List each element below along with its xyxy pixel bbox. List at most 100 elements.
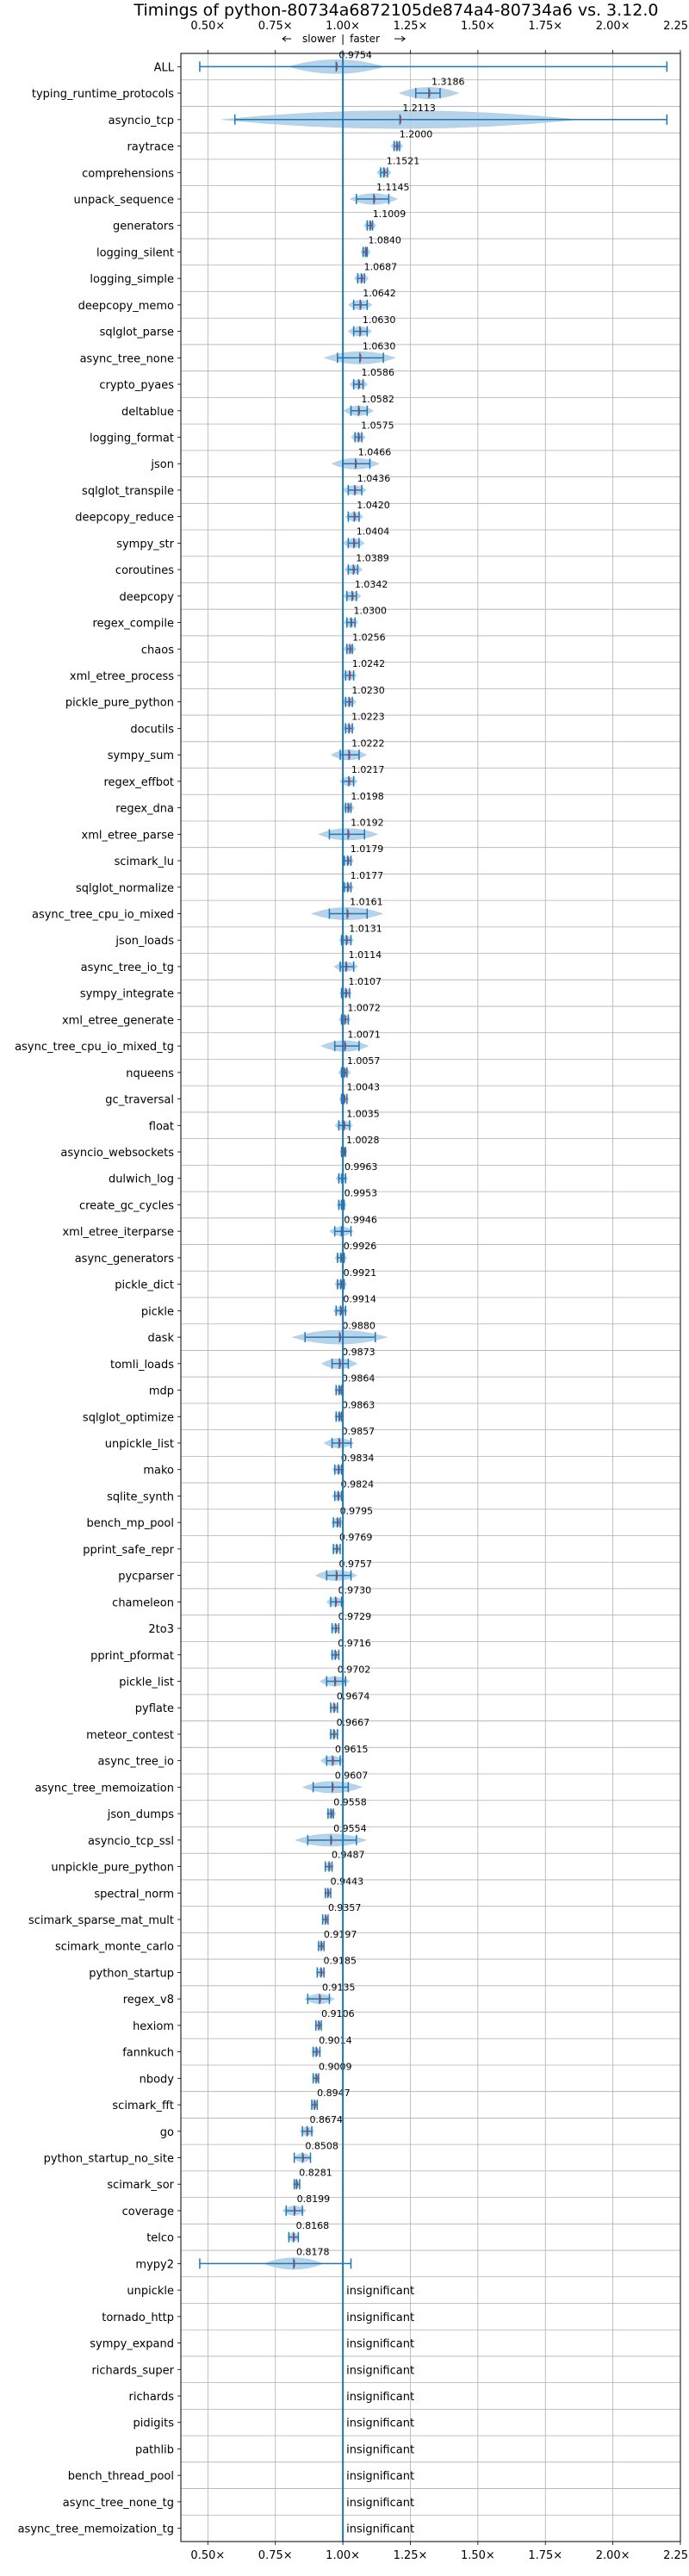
benchmark-row: pprint_pformat 0.9716: [90, 1638, 371, 1663]
benchmark-row: deltablue 1.0582: [121, 394, 394, 419]
benchmark-label: go: [160, 2126, 174, 2139]
benchmark-label: float: [149, 1120, 174, 1133]
value-label: 1.0575: [361, 420, 394, 432]
benchmark-label: pickle_dict: [115, 1279, 174, 1292]
benchmark-row: logging_simple 1.0687: [90, 261, 397, 286]
x-tick-label-top: 1.75×: [528, 20, 562, 33]
benchmark-label: sqlglot_optimize: [83, 1411, 174, 1424]
benchmark-label: spectral_norm: [94, 1888, 174, 1901]
benchmark-label: sympy_sum: [108, 750, 174, 762]
benchmark-row: unpack_sequence 1.1145: [73, 182, 409, 207]
benchmark-label: asyncio_websockets: [60, 1147, 174, 1160]
benchmark-label: async_tree_io_tg: [81, 961, 174, 974]
benchmark-row: mdp 0.9864: [149, 1373, 376, 1398]
slower-annotation: slower: [302, 33, 336, 45]
benchmark-row: unpickle_pure_python 0.9487: [51, 1850, 364, 1875]
grid-layer: [181, 53, 681, 2542]
benchmark-label: asyncio_tcp_ssl: [88, 1835, 174, 1848]
value-label: 1.0223: [351, 712, 385, 723]
benchmark-row: mako 0.9834: [143, 1453, 374, 1478]
benchmark-label: pycparser: [118, 1571, 174, 1584]
benchmark-label: regex_dna: [115, 803, 174, 816]
value-label: 0.9554: [333, 1823, 367, 1834]
faster-annotation: faster: [350, 33, 380, 45]
benchmark-row: comprehensions 1.1521: [82, 155, 419, 180]
benchmark-row: async_tree_io_tg 1.0114: [81, 949, 382, 974]
benchmark-row: ALL 0.9754: [154, 50, 668, 74]
value-label: 0.9443: [331, 1876, 364, 1887]
benchmark-label: pickle: [141, 1305, 174, 1318]
value-label: 0.9914: [343, 1294, 376, 1305]
benchmark-row: 2to3 0.9729: [148, 1611, 371, 1636]
benchmark-row: pathlib insignificant: [135, 2443, 414, 2456]
benchmark-label: coroutines: [115, 564, 174, 577]
x-tick-label-bottom: 1.25×: [394, 2549, 428, 2562]
benchmark-label: pprint_safe_repr: [83, 1544, 174, 1557]
value-label: 1.0630: [363, 314, 396, 326]
benchmark-row: telco 0.8168: [146, 2220, 329, 2245]
benchmark-label: pyflate: [135, 1702, 174, 1715]
value-label: 0.9757: [338, 1559, 372, 1570]
value-label: 0.9729: [338, 1611, 372, 1622]
benchmark-row: scimark_fft 0.8947: [112, 2088, 350, 2112]
benchmark-row: json_loads 1.0131: [115, 923, 382, 948]
benchmark-label: richards: [129, 2391, 175, 2404]
value-label: 1.0222: [351, 737, 385, 749]
benchmark-label: bench_mp_pool: [86, 1517, 174, 1530]
benchmark-label: unpickle_list: [105, 1438, 174, 1451]
benchmark-row: tornado_http insignificant: [102, 2312, 414, 2324]
value-label: 1.0436: [357, 473, 391, 484]
benchmark-label: scimark_monte_carlo: [55, 1941, 174, 1954]
benchmark-row: meteor_contest 0.9667: [86, 1717, 369, 1742]
benchmark-label: mypy2: [135, 2258, 174, 2271]
benchmark-label: raytrace: [127, 141, 174, 154]
x-tick-label-bottom: 1.50×: [461, 2549, 495, 2562]
value-label: 1.1521: [387, 155, 420, 166]
benchmark-label: bench_thread_pool: [68, 2470, 174, 2483]
value-label: 0.8281: [299, 2167, 332, 2178]
benchmark-label: mako: [143, 1465, 174, 1478]
chart-title: Timings of python-80734a6872105de874a4-8…: [133, 1, 659, 20]
benchmark-label: sqlglot_transpile: [82, 485, 174, 498]
benchmark-label: sqlite_synth: [107, 1490, 174, 1503]
benchmark-label: async_tree_cpu_io_mixed_tg: [15, 1041, 174, 1054]
axes-layer: 0.50× 0.50× 0.75× 0.75× 1.00× 1.00× 1.25× 1.25×…: [180, 20, 689, 2562]
value-label: 1.0840: [368, 235, 401, 246]
benchmark-row: asyncio_tcp 1.2113: [109, 103, 668, 129]
benchmark-label: pathlib: [135, 2443, 174, 2456]
benchmark-row: richards_super insignificant: [91, 2364, 414, 2377]
value-label: 1.1145: [376, 182, 410, 193]
benchmark-label: hexiom: [133, 2020, 174, 2033]
benchmark-label: logging_silent: [96, 246, 174, 259]
benchmark-label: regex_effbot: [103, 776, 174, 789]
x-tick-label-top: 0.75×: [258, 20, 293, 33]
benchmark-row: generators 1.1009: [113, 208, 406, 233]
benchmark-label: async_tree_memoization_tg: [18, 2523, 174, 2536]
x-tick-label-bottom: 2.00×: [596, 2549, 630, 2562]
value-label: 0.9963: [344, 1161, 378, 1173]
value-label: 0.9607: [335, 1770, 369, 1782]
value-label: 0.9824: [341, 1479, 375, 1490]
insignificant-label: insignificant: [346, 2285, 414, 2298]
benchmark-label: regex_v8: [123, 1994, 174, 2007]
value-label: 1.0072: [347, 1003, 381, 1014]
benchmark-row: logging_silent 1.0840: [96, 235, 401, 260]
benchmark-row: async_generators 0.9926: [75, 1241, 377, 1266]
value-label: 0.9197: [324, 1929, 357, 1940]
benchmark-label: async_tree_none: [80, 352, 174, 365]
value-label: 0.9769: [339, 1532, 373, 1543]
benchmark-row: spectral_norm 0.9443: [94, 1876, 363, 1901]
value-label: 0.9674: [337, 1690, 370, 1702]
insignificant-label: insignificant: [346, 2391, 414, 2404]
value-label: 0.9834: [341, 1453, 375, 1464]
benchmark-label: sympy_integrate: [80, 988, 174, 1001]
benchmark-row: mypy2 0.8178: [135, 2247, 352, 2271]
x-tick-label-bottom: 0.50×: [190, 2549, 225, 2562]
benchmark-label: deepcopy_reduce: [75, 512, 174, 525]
benchmark-label: docutils: [130, 723, 174, 736]
slower-arrow: [282, 35, 292, 42]
benchmark-label: sqlglot_parse: [100, 327, 174, 339]
x-tick-label-top: 2.25×: [663, 20, 689, 33]
benchmark-label: logging_format: [90, 432, 174, 445]
